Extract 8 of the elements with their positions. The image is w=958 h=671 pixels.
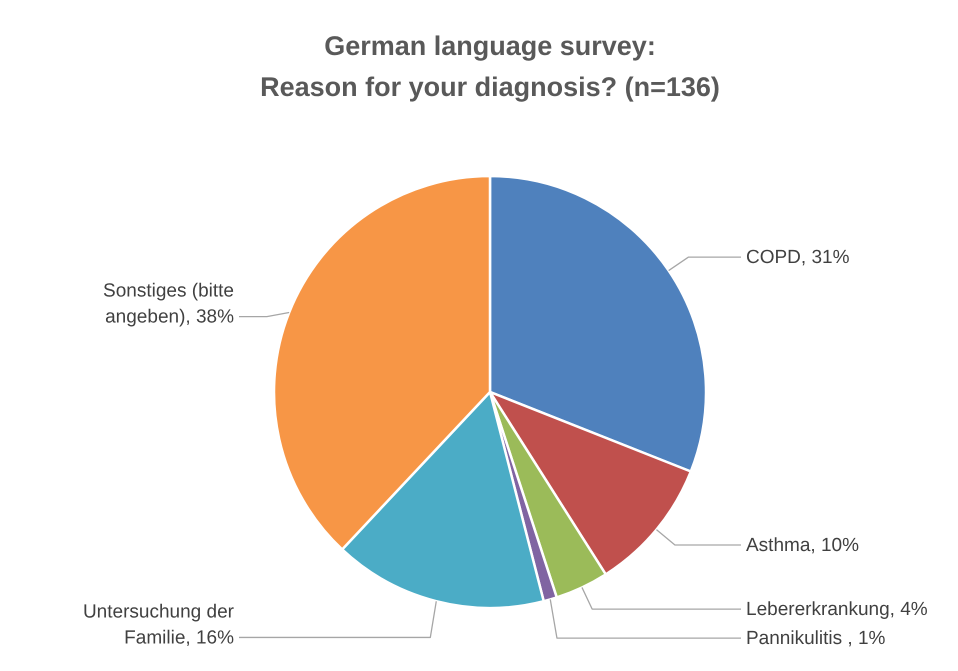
slice-label: Sonstiges (bitte angeben), 38% bbox=[103, 280, 234, 328]
slice-label: Pannikulitis , 1% bbox=[746, 628, 886, 650]
slice-label: COPD, 31% bbox=[746, 247, 850, 268]
chart-subtitle: Reason for your diagnosis? (n=136) bbox=[260, 72, 720, 102]
slice-label: Asthma, 10% bbox=[746, 534, 860, 556]
slice-label: Lebererkrankung, 4% bbox=[746, 599, 928, 620]
slice-label: Untersuchung der Familie, 16% bbox=[82, 601, 235, 648]
chart-title: German language survey: bbox=[324, 31, 656, 61]
